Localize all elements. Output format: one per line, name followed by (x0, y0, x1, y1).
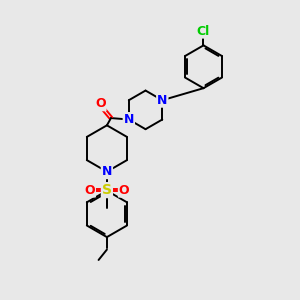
Text: Cl: Cl (197, 25, 210, 38)
Text: O: O (84, 184, 95, 196)
Text: N: N (124, 113, 134, 126)
Text: S: S (102, 183, 112, 197)
Text: O: O (119, 184, 130, 196)
Text: N: N (102, 165, 112, 178)
Text: N: N (157, 94, 167, 107)
Text: O: O (95, 97, 106, 110)
